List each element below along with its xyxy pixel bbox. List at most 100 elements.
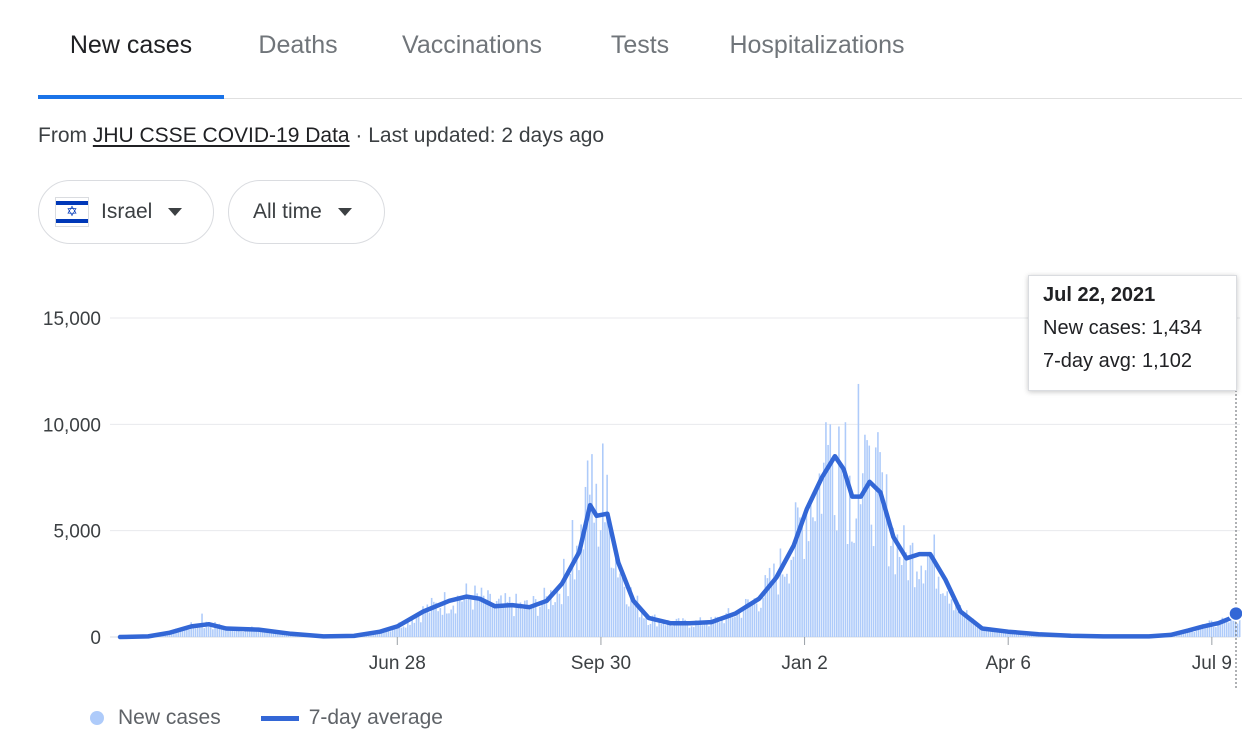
new-cases-bar — [203, 628, 205, 637]
new-cases-legend-swatch — [90, 711, 104, 725]
tab-vaccinations[interactable]: Vaccinations — [386, 0, 558, 98]
new-cases-bar — [413, 622, 416, 637]
new-cases-bar — [872, 546, 875, 637]
time-range-filter[interactable]: All time — [228, 180, 385, 244]
new-cases-bar — [1217, 621, 1219, 637]
new-cases-bar — [500, 595, 502, 637]
new-cases-bar — [1219, 624, 1221, 637]
new-cases-bar — [764, 575, 767, 637]
new-cases-bar — [762, 597, 764, 637]
new-cases-bar — [619, 573, 621, 637]
new-cases-bar — [539, 606, 541, 637]
seven-day-average-path — [117, 453, 1242, 640]
new-cases-bar — [796, 507, 799, 637]
new-cases-bar — [389, 631, 392, 637]
new-cases-bar — [461, 601, 463, 637]
new-cases-bar — [770, 584, 773, 637]
new-cases-bar — [950, 599, 953, 637]
new-cases-bar — [803, 558, 806, 637]
new-cases-bar — [905, 552, 907, 637]
new-cases-bar — [697, 621, 699, 637]
source-link[interactable]: JHU CSSE COVID-19 Data — [92, 124, 350, 147]
new-cases-bar — [545, 596, 548, 637]
new-cases-bar — [437, 611, 439, 637]
new-cases-bar — [617, 577, 619, 637]
new-cases-bar — [942, 593, 944, 637]
new-cases-bar — [686, 624, 689, 637]
new-cases-bar — [251, 626, 253, 637]
new-cases-bar — [1000, 629, 1003, 637]
new-cases-chart[interactable]: 15,000 10,000 5,000 0 Jun 28 Sep 30 Jan 2 Apr … — [0, 270, 1242, 690]
new-cases-bar — [625, 604, 628, 637]
new-cases-bar — [708, 626, 710, 637]
new-cases-bar — [829, 424, 832, 637]
new-cases-bar — [729, 613, 732, 637]
new-cases-bar — [1011, 632, 1014, 637]
new-cases-bar — [645, 617, 647, 637]
new-cases-bar — [881, 472, 884, 637]
new-cases-bar — [420, 622, 422, 637]
new-cases-bar — [173, 631, 175, 637]
new-cases-bar — [235, 630, 238, 637]
tab-hospitalizations[interactable]: Hospitalizations — [718, 0, 916, 98]
new-cases-bar — [974, 623, 977, 637]
new-cases-bar — [400, 627, 403, 637]
new-cases-bar — [513, 616, 515, 637]
new-cases-bar — [404, 627, 407, 637]
country-filter[interactable]: ✡ Israel — [38, 180, 214, 244]
new-cases-bar — [1193, 631, 1195, 637]
new-cases-bar — [712, 619, 715, 637]
new-cases-bar — [1208, 620, 1211, 637]
new-cases-bar — [576, 545, 578, 637]
new-cases-bar — [632, 602, 634, 637]
new-cases-bar — [777, 594, 780, 637]
new-cases-bar — [909, 545, 912, 637]
new-cases-bar — [768, 567, 771, 637]
tab-new-cases[interactable]: New cases — [38, 0, 224, 98]
new-cases-bar — [407, 618, 409, 637]
new-cases-bar — [747, 599, 749, 637]
new-cases-bar — [1030, 634, 1033, 637]
new-cases-bar — [244, 629, 247, 637]
new-cases-bar — [822, 462, 825, 637]
new-cases-bar — [586, 460, 589, 637]
new-cases-bar — [680, 624, 682, 637]
new-cases-bar — [781, 574, 784, 637]
new-cases-bar — [818, 473, 821, 637]
new-cases-bar — [430, 597, 433, 637]
new-cases-bar — [1223, 622, 1226, 637]
new-cases-bar — [599, 530, 602, 637]
new-cases-bar — [179, 630, 182, 637]
new-cases-bar — [699, 617, 702, 637]
new-cases-bar — [476, 593, 478, 637]
new-cases-bar — [855, 518, 858, 637]
new-cases-bar — [727, 608, 730, 637]
new-cases-bar — [491, 607, 494, 637]
new-cases-bar — [654, 614, 656, 637]
new-cases-bar — [177, 631, 179, 637]
new-cases-bar — [877, 432, 879, 637]
new-cases-bar — [573, 579, 576, 637]
new-cases-bar — [487, 590, 489, 637]
new-cases-bar — [190, 622, 192, 637]
tab-tests[interactable]: Tests — [594, 0, 686, 98]
new-cases-bar — [892, 527, 894, 637]
tab-hospitalizations-label: Hospitalizations — [729, 30, 905, 59]
new-cases-bar — [489, 593, 491, 637]
new-cases-bar — [636, 595, 639, 637]
new-cases-bar — [183, 627, 186, 637]
new-cases-bar — [946, 591, 949, 637]
new-cases-bar — [887, 566, 890, 637]
tab-deaths[interactable]: Deaths — [228, 0, 368, 98]
new-cases-bar — [498, 598, 500, 637]
new-cases-bar — [630, 587, 632, 637]
new-cases-bar — [983, 628, 985, 637]
tab-tests-label: Tests — [610, 30, 670, 59]
new-cases-bar — [443, 592, 446, 637]
new-cases-bar — [485, 603, 487, 637]
new-cases-bar — [658, 620, 660, 637]
new-cases-bar — [998, 632, 1001, 637]
new-cases-bar — [246, 628, 249, 637]
new-cases-bar — [913, 587, 916, 637]
time-range-filter-label: All time — [253, 200, 322, 223]
